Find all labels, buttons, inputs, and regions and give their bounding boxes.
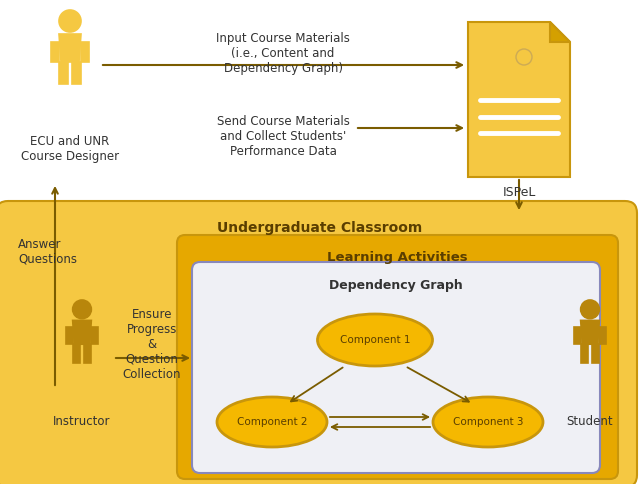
- Text: ECU and UNR
Course Designer: ECU and UNR Course Designer: [21, 135, 119, 163]
- Polygon shape: [73, 320, 92, 344]
- Polygon shape: [73, 344, 80, 363]
- Polygon shape: [468, 22, 570, 177]
- Ellipse shape: [317, 314, 433, 366]
- Polygon shape: [574, 327, 580, 344]
- Ellipse shape: [433, 397, 543, 447]
- Polygon shape: [592, 344, 599, 363]
- Text: Dependency Graph: Dependency Graph: [329, 278, 463, 291]
- Text: Component 1: Component 1: [340, 335, 410, 345]
- Circle shape: [580, 300, 599, 318]
- Polygon shape: [59, 34, 81, 62]
- FancyBboxPatch shape: [0, 201, 637, 484]
- Text: Component 2: Component 2: [237, 417, 307, 427]
- Text: Send Course Materials
and Collect Students'
Performance Data: Send Course Materials and Collect Studen…: [216, 115, 349, 158]
- Polygon shape: [51, 42, 59, 62]
- Polygon shape: [84, 344, 92, 363]
- Text: Student: Student: [566, 415, 613, 428]
- Text: Ensure
Progress
&
Question
Collection: Ensure Progress & Question Collection: [123, 308, 181, 381]
- Polygon shape: [580, 344, 588, 363]
- FancyBboxPatch shape: [177, 235, 618, 479]
- Text: Undergraduate Classroom: Undergraduate Classroom: [218, 221, 422, 235]
- Ellipse shape: [217, 397, 327, 447]
- Text: Instructor: Instructor: [53, 415, 111, 428]
- Text: Learning Activities: Learning Activities: [326, 251, 467, 263]
- Circle shape: [59, 10, 81, 32]
- FancyBboxPatch shape: [192, 262, 600, 473]
- Polygon shape: [580, 320, 599, 344]
- Polygon shape: [81, 42, 89, 62]
- Text: Answer
Questions: Answer Questions: [18, 238, 77, 266]
- Text: Component 3: Component 3: [452, 417, 524, 427]
- Polygon shape: [59, 62, 68, 84]
- Circle shape: [73, 300, 92, 318]
- Polygon shape: [72, 62, 81, 84]
- Text: Input Course Materials
(i.e., Content and
Dependency Graph): Input Course Materials (i.e., Content an…: [216, 32, 350, 75]
- Text: ISPeL: ISPeL: [502, 185, 536, 198]
- Polygon shape: [66, 327, 73, 344]
- Polygon shape: [550, 22, 570, 42]
- Polygon shape: [92, 327, 98, 344]
- Polygon shape: [599, 327, 606, 344]
